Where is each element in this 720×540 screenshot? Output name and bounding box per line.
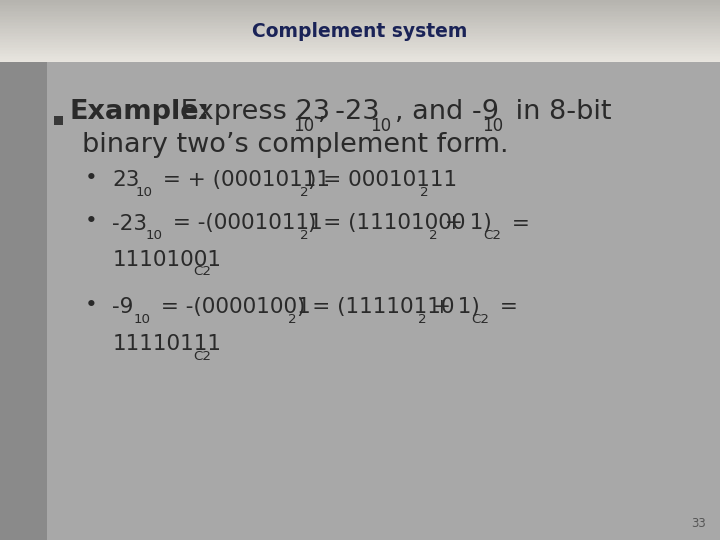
- Text: -9: -9: [112, 297, 134, 317]
- Text: binary two’s complement form.: binary two’s complement form.: [82, 132, 508, 158]
- Bar: [0, 23, 720, 25]
- Bar: [0, 31, 720, 32]
- Text: •: •: [85, 211, 98, 231]
- Text: 11110111: 11110111: [112, 334, 221, 354]
- Text: , and -9: , and -9: [395, 99, 498, 125]
- Bar: [0, 53, 720, 55]
- Text: 2: 2: [420, 186, 429, 199]
- Bar: [0, 40, 720, 42]
- Text: 23: 23: [112, 170, 140, 190]
- Bar: [0, 42, 720, 44]
- Text: =: =: [505, 213, 530, 233]
- Text: + 1): + 1): [426, 297, 480, 317]
- Text: ) = 00010111: ) = 00010111: [308, 170, 457, 190]
- Bar: [0, 14, 720, 16]
- Text: ) = (11101000: ) = (11101000: [308, 213, 466, 233]
- Bar: [0, 44, 720, 45]
- Bar: [0, 34, 720, 36]
- Text: Express 23: Express 23: [172, 99, 330, 125]
- Bar: [0, 0, 720, 2]
- Text: 10: 10: [482, 117, 504, 134]
- Bar: [0, 36, 720, 37]
- Bar: [0, 46, 720, 48]
- Text: -23: -23: [112, 213, 148, 233]
- Bar: [0, 32, 720, 34]
- Text: 2: 2: [288, 313, 297, 326]
- Text: C2: C2: [193, 349, 211, 363]
- Bar: [0, 55, 720, 56]
- Text: Example:: Example:: [69, 99, 210, 125]
- Text: C2: C2: [483, 229, 501, 242]
- Text: 11101001: 11101001: [112, 249, 221, 269]
- Bar: [0, 57, 720, 59]
- Bar: [0, 11, 720, 12]
- Bar: [47, 62, 720, 540]
- Bar: [0, 39, 720, 40]
- Bar: [0, 3, 720, 5]
- Text: •: •: [85, 295, 98, 315]
- Text: 2: 2: [418, 313, 426, 326]
- Text: 2: 2: [300, 186, 308, 199]
- Bar: [0, 8, 720, 9]
- Bar: [0, 16, 720, 17]
- Text: 33: 33: [691, 517, 706, 530]
- Bar: [0, 45, 720, 46]
- Bar: [0, 5, 720, 6]
- Text: 10: 10: [135, 186, 153, 199]
- Bar: [0, 12, 720, 14]
- Bar: [0, 50, 720, 51]
- Bar: [0, 51, 720, 53]
- Bar: [0, 26, 720, 28]
- Bar: [0, 22, 720, 23]
- Bar: [0, 9, 720, 11]
- Text: 10: 10: [293, 117, 315, 134]
- Bar: [0, 37, 720, 39]
- Bar: [0, 20, 720, 22]
- Text: 10: 10: [134, 313, 151, 326]
- Text: 2: 2: [429, 229, 438, 242]
- Text: , -23: , -23: [318, 99, 379, 125]
- Bar: [0, 62, 47, 540]
- Text: C2: C2: [193, 265, 211, 279]
- Bar: [0, 17, 720, 18]
- Text: =: =: [493, 297, 518, 317]
- Bar: [0, 6, 720, 8]
- Text: = + (00010111: = + (00010111: [156, 170, 330, 190]
- Bar: [0, 2, 720, 3]
- Bar: [0, 28, 720, 30]
- Text: 10: 10: [370, 117, 392, 134]
- Text: Complement system: Complement system: [252, 22, 468, 40]
- Text: ) = (11110110: ) = (11110110: [297, 297, 454, 317]
- Bar: [0, 18, 720, 20]
- Bar: [0, 25, 720, 26]
- Text: + 1): + 1): [438, 213, 492, 233]
- Text: •: •: [85, 168, 98, 188]
- Text: = -(00010111: = -(00010111: [166, 213, 323, 233]
- Text: in 8-bit: in 8-bit: [507, 99, 611, 125]
- Bar: [54, 116, 63, 125]
- Text: 2: 2: [300, 229, 308, 242]
- Text: 10: 10: [145, 229, 163, 242]
- Text: = -(00001001: = -(00001001: [154, 297, 311, 317]
- Bar: [0, 48, 720, 50]
- Bar: [0, 30, 720, 31]
- Text: C2: C2: [472, 313, 490, 326]
- Bar: [0, 59, 720, 60]
- Bar: [0, 56, 720, 57]
- Bar: [0, 60, 720, 62]
